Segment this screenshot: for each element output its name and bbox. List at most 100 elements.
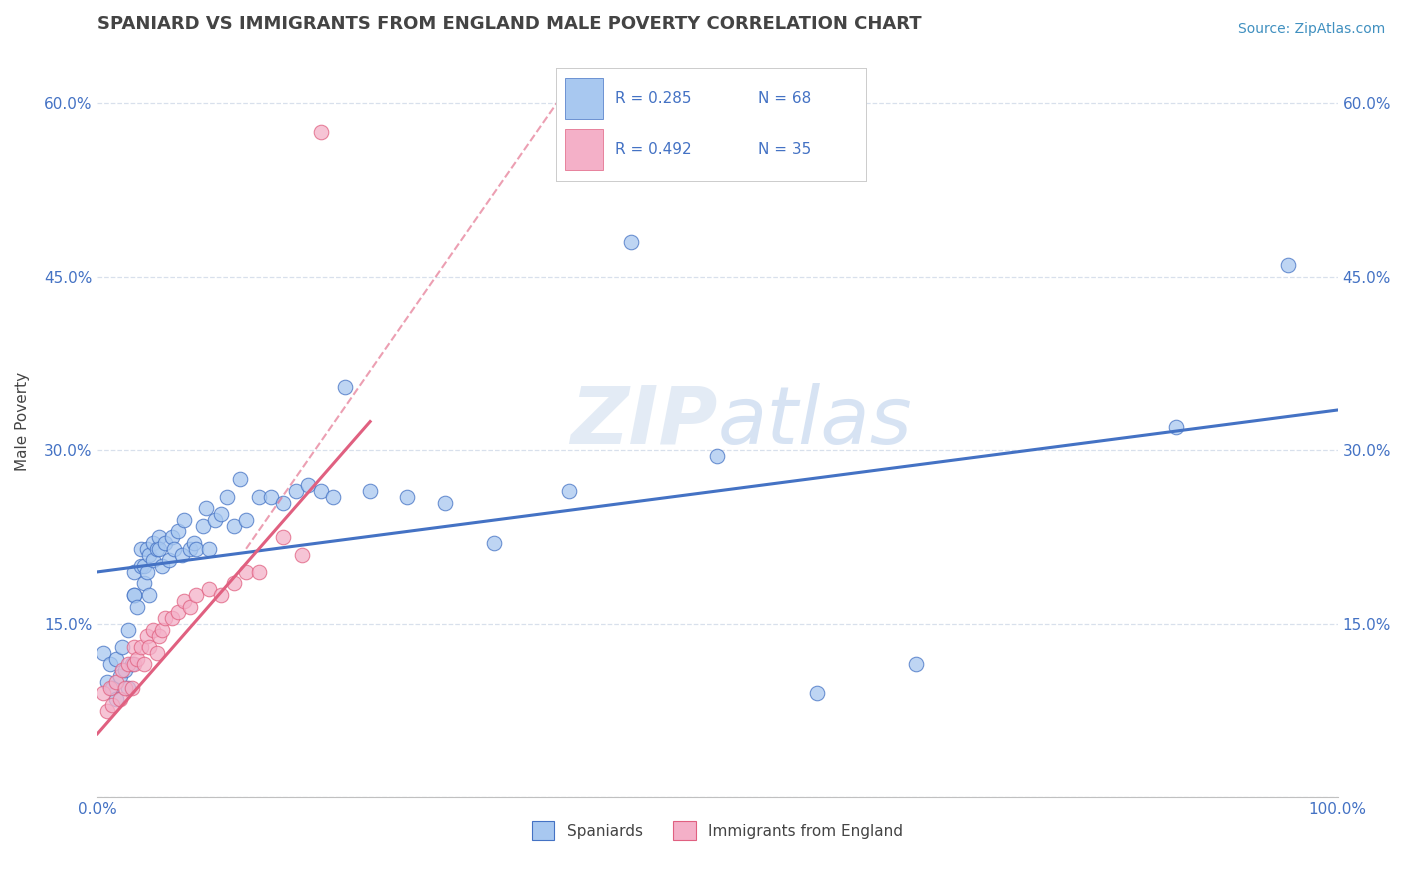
Point	[229, 472, 252, 486]
Point	[134, 657, 156, 672]
Point	[167, 524, 190, 539]
Point	[96, 674, 118, 689]
Point	[108, 669, 131, 683]
Point	[104, 692, 127, 706]
Point	[155, 611, 177, 625]
Text: Source: ZipAtlas.com: Source: ZipAtlas.com	[1237, 22, 1385, 37]
Point	[135, 565, 157, 579]
Point	[222, 576, 245, 591]
Point	[148, 530, 170, 544]
Point	[260, 490, 283, 504]
Point	[111, 663, 134, 677]
Point	[117, 623, 139, 637]
Point	[482, 536, 505, 550]
Point	[101, 698, 124, 712]
Point	[173, 594, 195, 608]
Point	[117, 657, 139, 672]
Point	[138, 548, 160, 562]
Point	[148, 541, 170, 556]
Point	[706, 449, 728, 463]
Point	[186, 588, 208, 602]
Point	[124, 640, 146, 654]
Point	[209, 588, 232, 602]
Point	[284, 483, 307, 498]
Point	[163, 541, 186, 556]
Text: ZIP: ZIP	[569, 383, 717, 460]
Point	[146, 646, 169, 660]
Text: atlas: atlas	[717, 383, 912, 460]
Point	[160, 530, 183, 544]
Point	[1166, 420, 1188, 434]
Point	[129, 541, 152, 556]
Point	[142, 536, 165, 550]
Point	[1277, 259, 1299, 273]
Point	[217, 490, 239, 504]
Point	[322, 490, 344, 504]
Point	[124, 657, 146, 672]
Point	[359, 483, 381, 498]
Point	[247, 490, 270, 504]
Point	[104, 651, 127, 665]
Point	[125, 599, 148, 614]
Point	[135, 628, 157, 642]
Point	[135, 541, 157, 556]
Point	[114, 681, 136, 695]
Point	[291, 548, 314, 562]
Point	[142, 553, 165, 567]
Point	[121, 681, 143, 695]
Point	[235, 513, 257, 527]
Point	[114, 663, 136, 677]
Text: SPANIARD VS IMMIGRANTS FROM ENGLAND MALE POVERTY CORRELATION CHART: SPANIARD VS IMMIGRANTS FROM ENGLAND MALE…	[97, 15, 922, 33]
Point	[138, 588, 160, 602]
Point	[271, 530, 294, 544]
Point	[247, 565, 270, 579]
Point	[204, 513, 226, 527]
Point	[121, 657, 143, 672]
Point	[142, 623, 165, 637]
Point	[108, 692, 131, 706]
Point	[93, 646, 115, 660]
Point	[179, 541, 201, 556]
Point	[129, 640, 152, 654]
Point	[198, 582, 221, 597]
Point	[183, 536, 205, 550]
Point	[235, 565, 257, 579]
Point	[309, 483, 332, 498]
Y-axis label: Male Poverty: Male Poverty	[15, 372, 30, 471]
Point	[138, 640, 160, 654]
Point	[806, 686, 828, 700]
Point	[170, 548, 193, 562]
Point	[160, 611, 183, 625]
Point	[150, 623, 173, 637]
Point	[146, 541, 169, 556]
Point	[297, 478, 319, 492]
Point	[96, 704, 118, 718]
Point	[167, 606, 190, 620]
Point	[93, 686, 115, 700]
Point	[124, 588, 146, 602]
Point	[186, 541, 208, 556]
Point	[129, 559, 152, 574]
Point	[148, 628, 170, 642]
Point	[111, 640, 134, 654]
Point	[620, 235, 643, 250]
Point	[124, 588, 146, 602]
Legend: Spaniards, Immigrants from England: Spaniards, Immigrants from England	[526, 815, 910, 847]
Point	[134, 576, 156, 591]
Point	[179, 599, 201, 614]
Point	[557, 483, 579, 498]
Point	[396, 490, 419, 504]
Point	[155, 536, 177, 550]
Point	[124, 565, 146, 579]
Point	[904, 657, 927, 672]
Point	[335, 380, 357, 394]
Point	[98, 657, 121, 672]
Point	[191, 518, 214, 533]
Point	[222, 518, 245, 533]
Point	[157, 553, 180, 567]
Point	[125, 651, 148, 665]
Point	[104, 674, 127, 689]
Point	[150, 559, 173, 574]
Point	[271, 495, 294, 509]
Point	[134, 559, 156, 574]
